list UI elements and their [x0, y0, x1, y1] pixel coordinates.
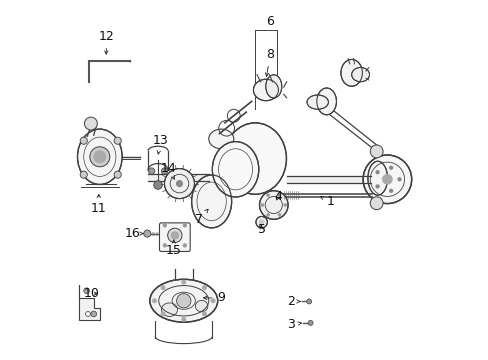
Ellipse shape — [77, 129, 122, 184]
Circle shape — [148, 168, 155, 174]
Ellipse shape — [265, 75, 281, 98]
Ellipse shape — [212, 141, 258, 197]
Circle shape — [163, 223, 166, 228]
Text: 5: 5 — [257, 223, 265, 236]
Circle shape — [114, 171, 121, 178]
Text: 14: 14 — [161, 162, 176, 179]
Text: 13: 13 — [152, 134, 168, 154]
Circle shape — [91, 311, 97, 317]
Circle shape — [388, 189, 392, 193]
Circle shape — [363, 155, 411, 203]
Circle shape — [369, 197, 382, 210]
Circle shape — [181, 317, 186, 322]
Circle shape — [83, 288, 89, 294]
Circle shape — [84, 117, 97, 130]
Circle shape — [88, 81, 90, 83]
Circle shape — [306, 299, 311, 304]
Text: 6: 6 — [266, 14, 274, 27]
Text: 8: 8 — [265, 48, 274, 76]
Circle shape — [183, 223, 186, 228]
Ellipse shape — [367, 161, 387, 195]
Circle shape — [152, 298, 157, 303]
Circle shape — [266, 193, 269, 197]
Circle shape — [283, 203, 286, 207]
Text: 11: 11 — [91, 194, 106, 215]
Circle shape — [369, 145, 382, 158]
Circle shape — [259, 191, 287, 219]
Circle shape — [143, 230, 151, 237]
Circle shape — [170, 231, 179, 240]
Circle shape — [164, 168, 194, 199]
Circle shape — [167, 228, 182, 243]
Text: 7: 7 — [194, 209, 208, 226]
Text: 3: 3 — [286, 318, 301, 331]
Text: 9: 9 — [203, 291, 225, 305]
Text: 1: 1 — [320, 195, 333, 208]
Circle shape — [181, 280, 186, 285]
Circle shape — [202, 311, 206, 316]
Circle shape — [176, 294, 190, 308]
Circle shape — [176, 180, 183, 187]
Circle shape — [375, 184, 379, 189]
Circle shape — [202, 285, 206, 290]
Text: 4: 4 — [274, 190, 282, 203]
Ellipse shape — [316, 88, 336, 115]
Ellipse shape — [340, 59, 362, 86]
Text: 10: 10 — [84, 287, 100, 300]
Circle shape — [90, 147, 110, 167]
Circle shape — [388, 166, 392, 170]
Circle shape — [80, 137, 87, 144]
Circle shape — [381, 174, 392, 185]
Ellipse shape — [306, 95, 328, 109]
Circle shape — [80, 171, 87, 178]
Ellipse shape — [149, 279, 217, 322]
Circle shape — [375, 170, 379, 174]
Text: 15: 15 — [165, 240, 182, 257]
Circle shape — [160, 311, 165, 316]
Circle shape — [153, 181, 162, 189]
Circle shape — [260, 203, 264, 207]
Text: 12: 12 — [98, 30, 114, 54]
Circle shape — [266, 213, 269, 217]
Circle shape — [307, 320, 312, 325]
Circle shape — [129, 60, 131, 63]
Circle shape — [397, 177, 401, 181]
Ellipse shape — [253, 79, 278, 101]
Circle shape — [161, 168, 167, 174]
Ellipse shape — [191, 175, 231, 228]
Circle shape — [255, 216, 267, 228]
Ellipse shape — [161, 303, 177, 316]
Circle shape — [114, 137, 121, 144]
Circle shape — [210, 298, 215, 303]
Circle shape — [93, 150, 106, 163]
Text: 16: 16 — [125, 227, 143, 240]
Circle shape — [183, 243, 186, 248]
Text: 2: 2 — [286, 295, 300, 308]
Ellipse shape — [195, 300, 207, 312]
Circle shape — [163, 243, 166, 248]
Circle shape — [258, 219, 264, 225]
Ellipse shape — [208, 129, 233, 149]
Polygon shape — [80, 285, 100, 320]
Circle shape — [277, 193, 281, 197]
Ellipse shape — [224, 123, 286, 194]
FancyBboxPatch shape — [159, 223, 190, 251]
Circle shape — [277, 213, 281, 217]
Ellipse shape — [351, 67, 369, 82]
Circle shape — [160, 285, 165, 290]
